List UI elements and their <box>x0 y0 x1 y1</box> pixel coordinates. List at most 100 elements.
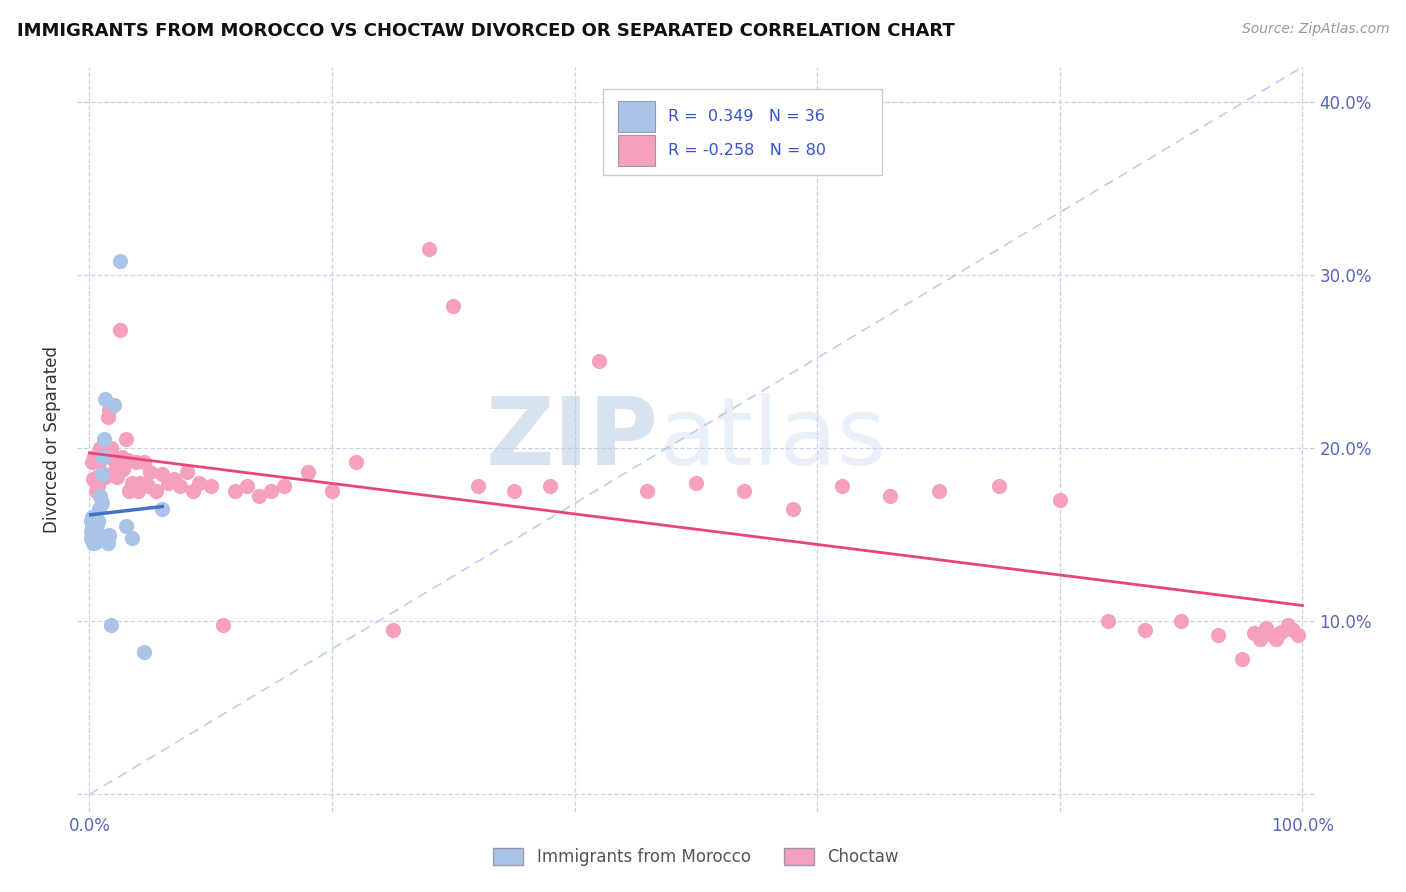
Point <box>467 479 489 493</box>
Point <box>97 536 120 550</box>
Point <box>124 455 146 469</box>
FancyBboxPatch shape <box>603 89 882 175</box>
Point <box>247 490 270 504</box>
Point <box>89 490 111 504</box>
Point <box>418 242 440 256</box>
Point <box>80 522 103 536</box>
Point <box>89 455 111 469</box>
Point <box>139 465 162 479</box>
Point <box>83 450 105 464</box>
Point <box>93 467 115 481</box>
Point <box>381 623 404 637</box>
Text: atlas: atlas <box>659 393 887 485</box>
Point <box>169 479 191 493</box>
Point <box>734 484 756 499</box>
Point <box>441 299 464 313</box>
Point <box>588 354 610 368</box>
Point <box>132 455 155 469</box>
Point <box>111 450 134 464</box>
Point <box>82 472 104 486</box>
Point <box>97 409 120 424</box>
Point <box>89 441 111 455</box>
Point <box>538 479 561 493</box>
Point <box>105 470 128 484</box>
Point <box>87 527 110 541</box>
Point <box>82 510 104 524</box>
Text: R =  0.349   N = 36: R = 0.349 N = 36 <box>668 109 824 124</box>
Point <box>91 450 114 464</box>
Point <box>90 444 112 458</box>
Point <box>91 450 114 464</box>
Point <box>86 517 108 532</box>
Point <box>831 479 853 493</box>
Point <box>84 527 107 541</box>
Point <box>108 253 131 268</box>
Point <box>928 484 950 499</box>
Point <box>112 462 135 476</box>
Text: ZIP: ZIP <box>486 393 659 485</box>
Point <box>84 534 107 549</box>
Point <box>1049 492 1071 507</box>
Point <box>273 479 295 493</box>
Point <box>1270 624 1292 639</box>
Point <box>1097 614 1119 628</box>
Point <box>115 433 138 447</box>
Point <box>200 479 222 493</box>
Point <box>87 479 110 493</box>
Point <box>82 521 104 535</box>
Point <box>97 527 120 541</box>
Point <box>1170 614 1192 628</box>
Point <box>103 453 125 467</box>
Point <box>89 501 111 516</box>
Point <box>127 484 149 499</box>
Point <box>86 470 108 484</box>
Text: R = -0.258   N = 80: R = -0.258 N = 80 <box>668 143 825 158</box>
Point <box>150 501 173 516</box>
Point <box>1230 652 1253 666</box>
Point <box>97 402 120 417</box>
Point <box>80 533 103 547</box>
Point <box>87 514 110 528</box>
Legend: Immigrants from Morocco, Choctaw: Immigrants from Morocco, Choctaw <box>485 839 907 874</box>
Point <box>988 479 1011 493</box>
Point <box>163 472 186 486</box>
Point <box>1281 623 1303 637</box>
Point <box>103 398 125 412</box>
Point <box>83 516 105 530</box>
Point <box>145 484 167 499</box>
Point <box>90 496 112 510</box>
Point <box>176 465 198 479</box>
Point <box>344 455 367 469</box>
Point <box>129 475 152 490</box>
Point <box>782 501 804 516</box>
Point <box>132 645 155 659</box>
Point <box>879 490 901 504</box>
Point <box>84 484 107 499</box>
Point <box>90 467 112 481</box>
Point <box>224 484 246 499</box>
Point <box>1249 632 1271 646</box>
Point <box>260 484 283 499</box>
Point <box>86 524 108 538</box>
Point <box>94 470 117 484</box>
Bar <box>619 135 655 166</box>
Point <box>94 392 117 407</box>
Point <box>100 441 122 455</box>
Point <box>1261 628 1284 642</box>
Point <box>150 467 173 481</box>
Point <box>212 617 235 632</box>
Point <box>108 323 131 337</box>
Point <box>1264 632 1286 646</box>
Point <box>121 475 143 490</box>
Point <box>1133 623 1156 637</box>
Point <box>83 527 105 541</box>
Point <box>1277 617 1299 632</box>
Point <box>115 519 138 533</box>
Point <box>181 484 204 499</box>
Point <box>93 433 115 447</box>
Point <box>118 484 141 499</box>
Point <box>636 484 658 499</box>
Point <box>86 531 108 545</box>
Point <box>79 531 101 545</box>
Point <box>503 484 526 499</box>
